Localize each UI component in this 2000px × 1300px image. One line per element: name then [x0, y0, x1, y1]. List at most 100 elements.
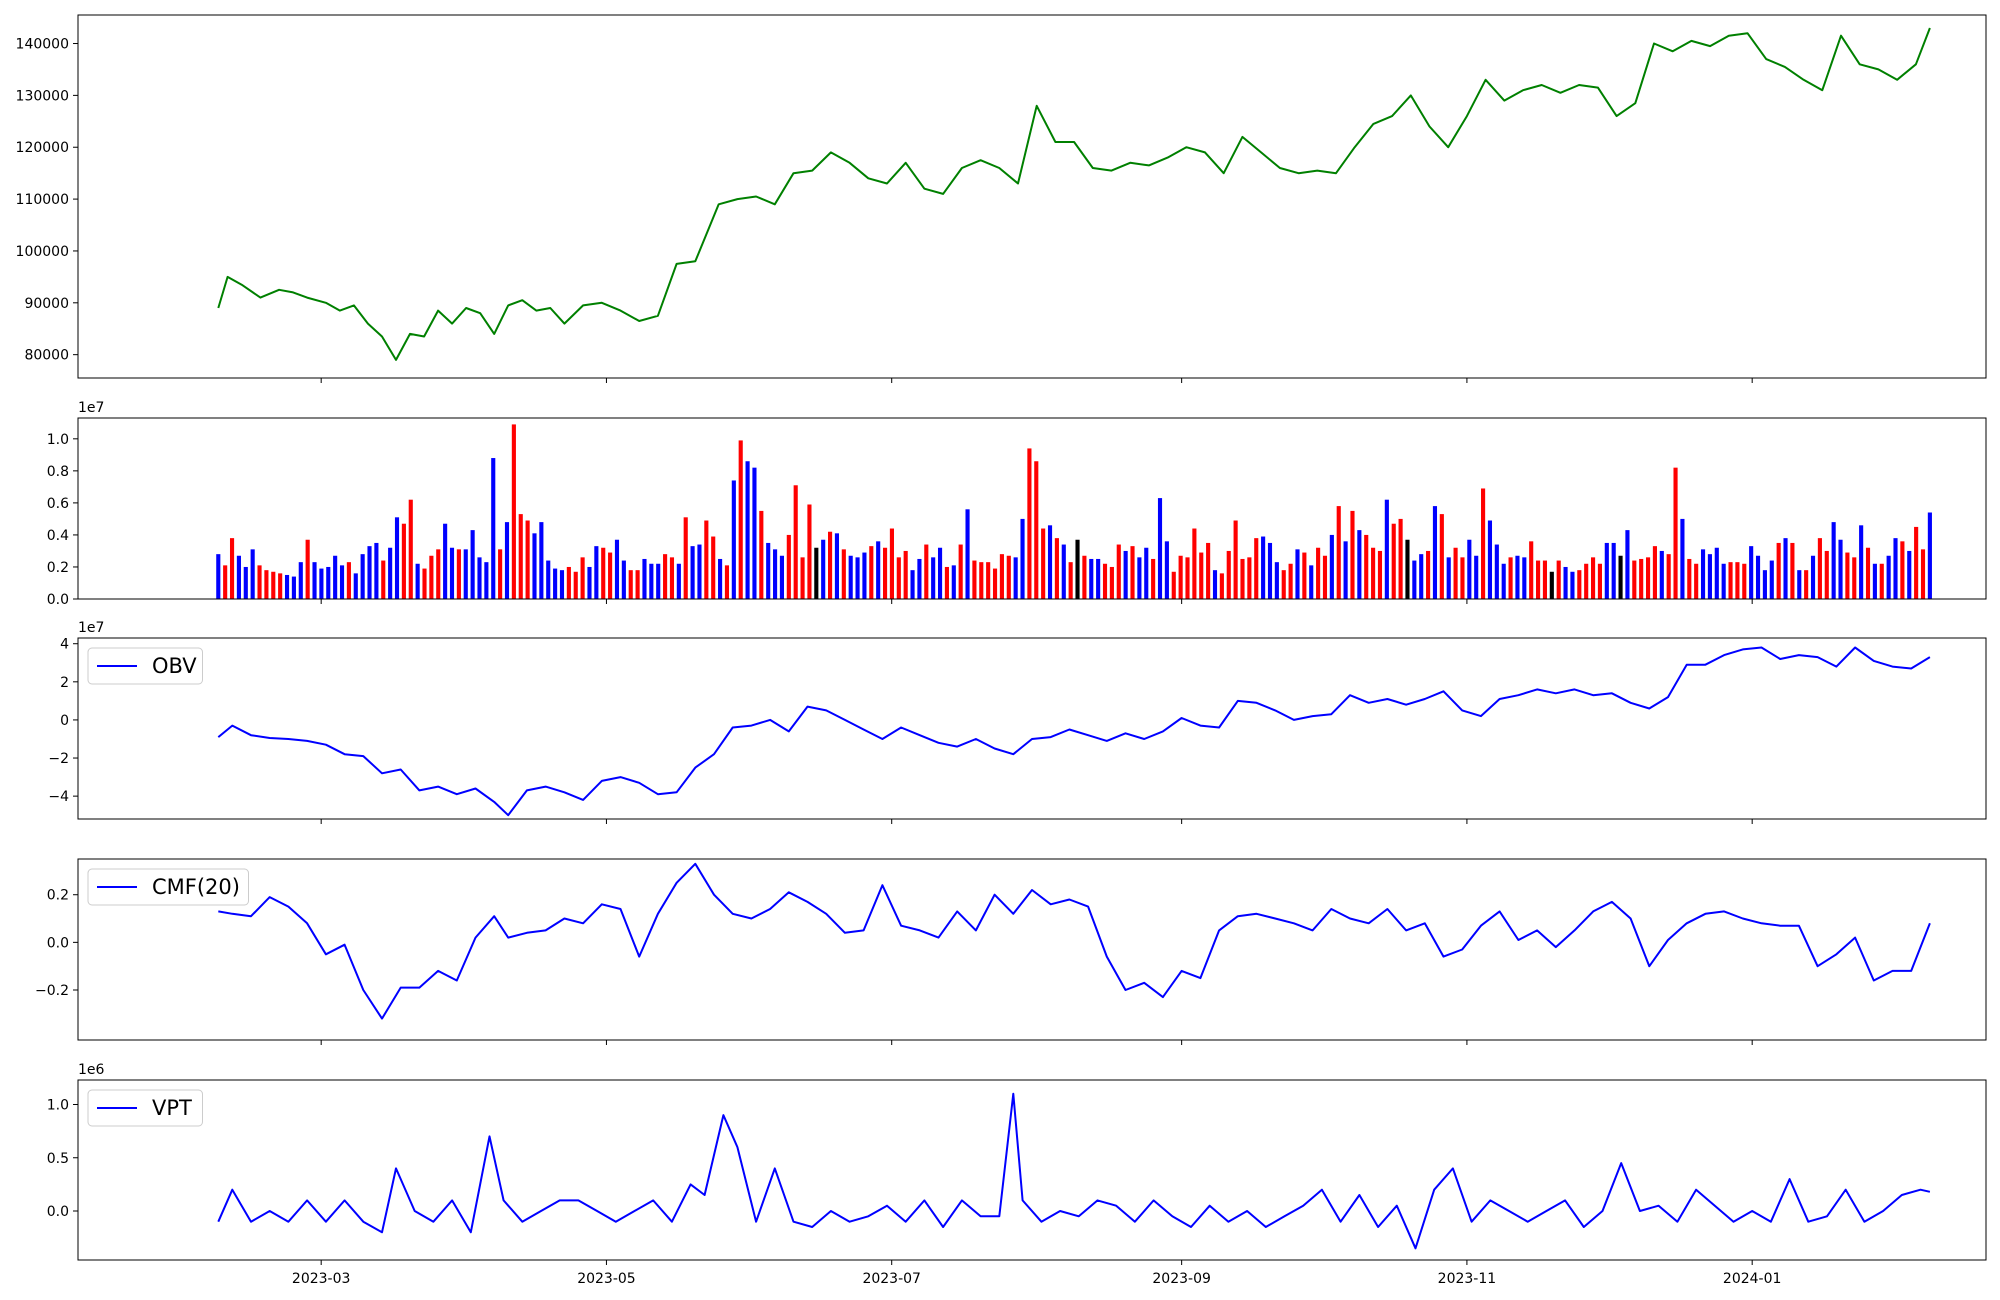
vpt-legend: VPT — [87, 1089, 203, 1127]
volume-bar — [415, 563, 420, 599]
volume-bar — [876, 541, 881, 599]
volume-bar — [1508, 557, 1513, 599]
volume-bar — [697, 544, 702, 599]
volume-bar — [1666, 554, 1671, 599]
volume-bar — [1068, 562, 1073, 599]
volume-bar — [669, 557, 675, 599]
volume-bar — [1405, 539, 1410, 599]
volume-bar — [1604, 542, 1609, 599]
volume-bar — [394, 517, 400, 599]
volume-bar — [1522, 557, 1527, 599]
volume-bar — [1611, 542, 1616, 599]
volume-bar — [1316, 547, 1321, 599]
x-tick-label: 2023-11 — [1438, 1271, 1497, 1287]
volume-bar — [958, 544, 963, 599]
volume-bar — [388, 547, 393, 599]
volume-bar — [1281, 570, 1286, 599]
volume-bar — [1247, 557, 1252, 599]
volume-bar — [1171, 571, 1176, 599]
volume-bar — [456, 549, 461, 599]
volume-bar — [553, 568, 558, 599]
volume-bar — [1357, 530, 1362, 599]
volume-bar — [1412, 560, 1417, 599]
obv-ytick-label: 0 — [60, 713, 69, 729]
volume-bar — [1536, 560, 1541, 599]
volume-bar — [1185, 557, 1190, 599]
volume-bar — [1645, 557, 1651, 599]
volume-bar — [1542, 560, 1548, 599]
vpt-legend-label: VPT — [152, 1096, 192, 1120]
volume-bar — [1082, 555, 1087, 599]
volume-bar — [422, 568, 427, 599]
cmf-line — [218, 862, 1931, 1020]
volume-bar — [766, 542, 771, 599]
volume-bar — [1123, 550, 1128, 599]
x-tick-label: 2023-05 — [577, 1271, 636, 1287]
volume-bar — [1178, 555, 1183, 599]
volume-bar — [1164, 541, 1169, 599]
volume-bar — [1309, 565, 1314, 599]
volume-bar — [1659, 550, 1664, 599]
volume-bar — [642, 558, 647, 599]
volume-bar — [498, 549, 503, 599]
volume-bar — [992, 568, 998, 599]
volume-bar — [738, 440, 743, 599]
price-ytick-label: 110000 — [16, 192, 69, 208]
volume-bar — [773, 549, 778, 599]
price-ytick-label: 140000 — [16, 37, 69, 53]
volume-bar — [1914, 526, 1919, 599]
volume-bar — [546, 560, 551, 599]
volume-ytick-label: 1.0 — [47, 432, 69, 448]
volume-bar — [944, 566, 949, 599]
volume-bar — [333, 555, 338, 599]
price-panel: 80000 90000 100000 110000 120000 130000 140000 — [16, 14, 1987, 383]
volume-bar — [1199, 552, 1204, 599]
volume-bar — [1755, 555, 1761, 599]
volume-bar — [271, 571, 276, 599]
volume-bar — [628, 570, 633, 599]
volume-bar — [1254, 538, 1259, 599]
volume-bar — [1233, 520, 1238, 599]
volume-bar — [1707, 554, 1712, 599]
cmf-ytick-label: 0.0 — [47, 935, 69, 951]
volume-bar — [284, 574, 290, 599]
volume-bar — [1817, 538, 1822, 599]
volume-bar — [1391, 523, 1396, 599]
volume-bar — [676, 563, 681, 599]
volume-bar — [1439, 514, 1444, 599]
price-frame — [77, 14, 1987, 379]
volume-bar — [1206, 542, 1211, 599]
price-ytick-label: 80000 — [24, 348, 69, 364]
volume-bar — [1034, 461, 1039, 599]
volume-bar — [401, 523, 406, 599]
volume-bar — [491, 458, 496, 599]
volume-bar — [436, 549, 441, 599]
volume-bar — [745, 461, 750, 599]
volume-bar — [1879, 563, 1884, 599]
volume-bar — [1652, 546, 1657, 599]
volume-bar — [635, 570, 640, 599]
volume-bar — [1384, 499, 1389, 599]
volume-bar — [1261, 536, 1266, 599]
volume-bar — [1329, 534, 1334, 599]
volume-panel: 0.0 0.2 0.4 0.6 0.8 1.0 1e7 — [47, 400, 1987, 608]
volume-bar — [470, 530, 475, 599]
volume-bar — [979, 562, 984, 599]
obv-ytick-label: −2 — [48, 751, 69, 767]
volume-bar — [1824, 550, 1829, 599]
volume-bar — [1116, 544, 1121, 599]
volume-bar — [1886, 555, 1891, 599]
price-line — [217, 27, 1931, 361]
volume-bar — [1577, 570, 1582, 599]
volume-bar — [243, 566, 248, 599]
volume-bar — [1013, 557, 1018, 599]
volume-bar — [1130, 546, 1135, 599]
volume-bar — [1749, 546, 1754, 599]
volume-bar — [807, 504, 812, 599]
volume-bar — [999, 554, 1004, 599]
volume-bar — [374, 542, 379, 599]
cmf-legend-box — [87, 868, 249, 906]
volume-bar — [443, 523, 448, 599]
volume-bar — [779, 555, 785, 599]
volume-bar — [257, 565, 262, 599]
